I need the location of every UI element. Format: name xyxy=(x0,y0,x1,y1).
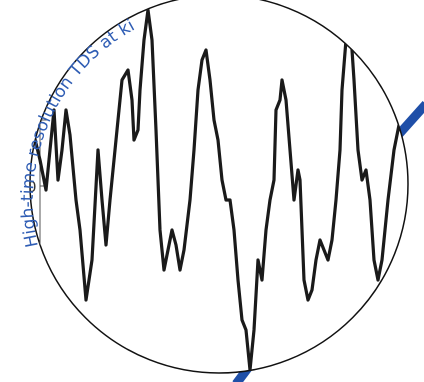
y-axis-zero-label: 0 xyxy=(27,178,37,196)
waveform-line xyxy=(30,8,408,372)
